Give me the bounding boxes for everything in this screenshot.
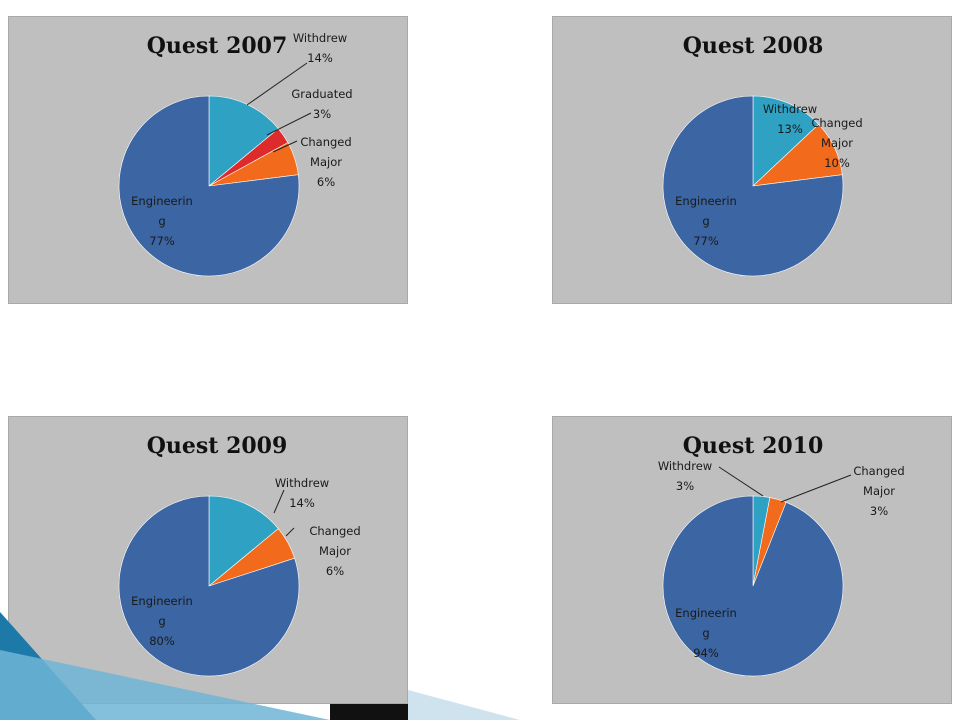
chart-title-quest-2010: Quest 2010 (683, 433, 824, 459)
chart-title-quest-2007: Quest 2007 (147, 33, 288, 59)
chart-panel-2010: Quest 2010 Withdrew 3% Changed Major 3% Engine… (552, 416, 952, 704)
pie-slice-withdrew (208, 495, 279, 587)
slice-label-changed: Changed Major 6% (309, 524, 360, 578)
slice-label-changed: Changed Major 10% (811, 116, 862, 170)
slice-label-changed: Changed Major 6% (300, 135, 351, 189)
leader-line-withdrew (718, 466, 764, 497)
slice-label-changed: Changed Major 3% (853, 464, 904, 518)
leader-line-withdrew (246, 62, 308, 106)
pie-slice-withdrew (752, 95, 820, 187)
leader-line-changed (272, 140, 298, 153)
slice-label-engineerin: Engineerin g 80% (131, 594, 193, 648)
chart-panel-2009: Quest 2009 Withdrew 14% Changed Major 6% Engin… (8, 416, 408, 704)
chart-title-quest-2009: Quest 2009 (147, 433, 288, 459)
slice-label-withdrew: Withdrew 13% (763, 102, 817, 136)
slice-label-withdrew: Withdrew 14% (293, 31, 347, 65)
chart-title-quest-2008: Quest 2008 (683, 33, 824, 59)
leader-line-changed (780, 474, 852, 503)
slice-label-withdrew: Withdrew 14% (275, 476, 329, 510)
chart-panel-2007: Quest 2007 Withdrew 14% Graduated 3% Changed M… (8, 16, 408, 304)
pie-slice-engineerin (662, 95, 844, 277)
pie-chart-2009: Quest 2009 Withdrew 14% Changed Major 6% Engin… (118, 433, 361, 677)
slice-label-engineerin: Engineerin g 77% (131, 194, 193, 248)
decor-shape-pale (408, 690, 520, 720)
pie-slice-engineerin (662, 495, 844, 677)
pie-slice-engineerin (118, 95, 300, 277)
leader-line-withdrew (273, 489, 285, 514)
decor-shape-black (330, 704, 420, 720)
leader-line-changed (285, 527, 295, 537)
slice-label-graduated: Graduated 3% (291, 87, 352, 121)
pie-chart-2007: Quest 2007 Withdrew 14% Graduated 3% Changed M… (118, 31, 353, 277)
slice-label-engineerin: Engineerin g 94% (675, 606, 737, 660)
leader-line-graduated (266, 112, 312, 136)
chart-panel-2008: Quest 2008 Withdrew 13% Changed Major 10% Engi… (552, 16, 952, 304)
slice-label-engineerin: Engineerin g 77% (675, 194, 737, 248)
pie-chart-2008: Quest 2008 Withdrew 13% Changed Major 10% Engi… (662, 33, 863, 277)
slice-label-withdrew: Withdrew 3% (658, 459, 712, 493)
